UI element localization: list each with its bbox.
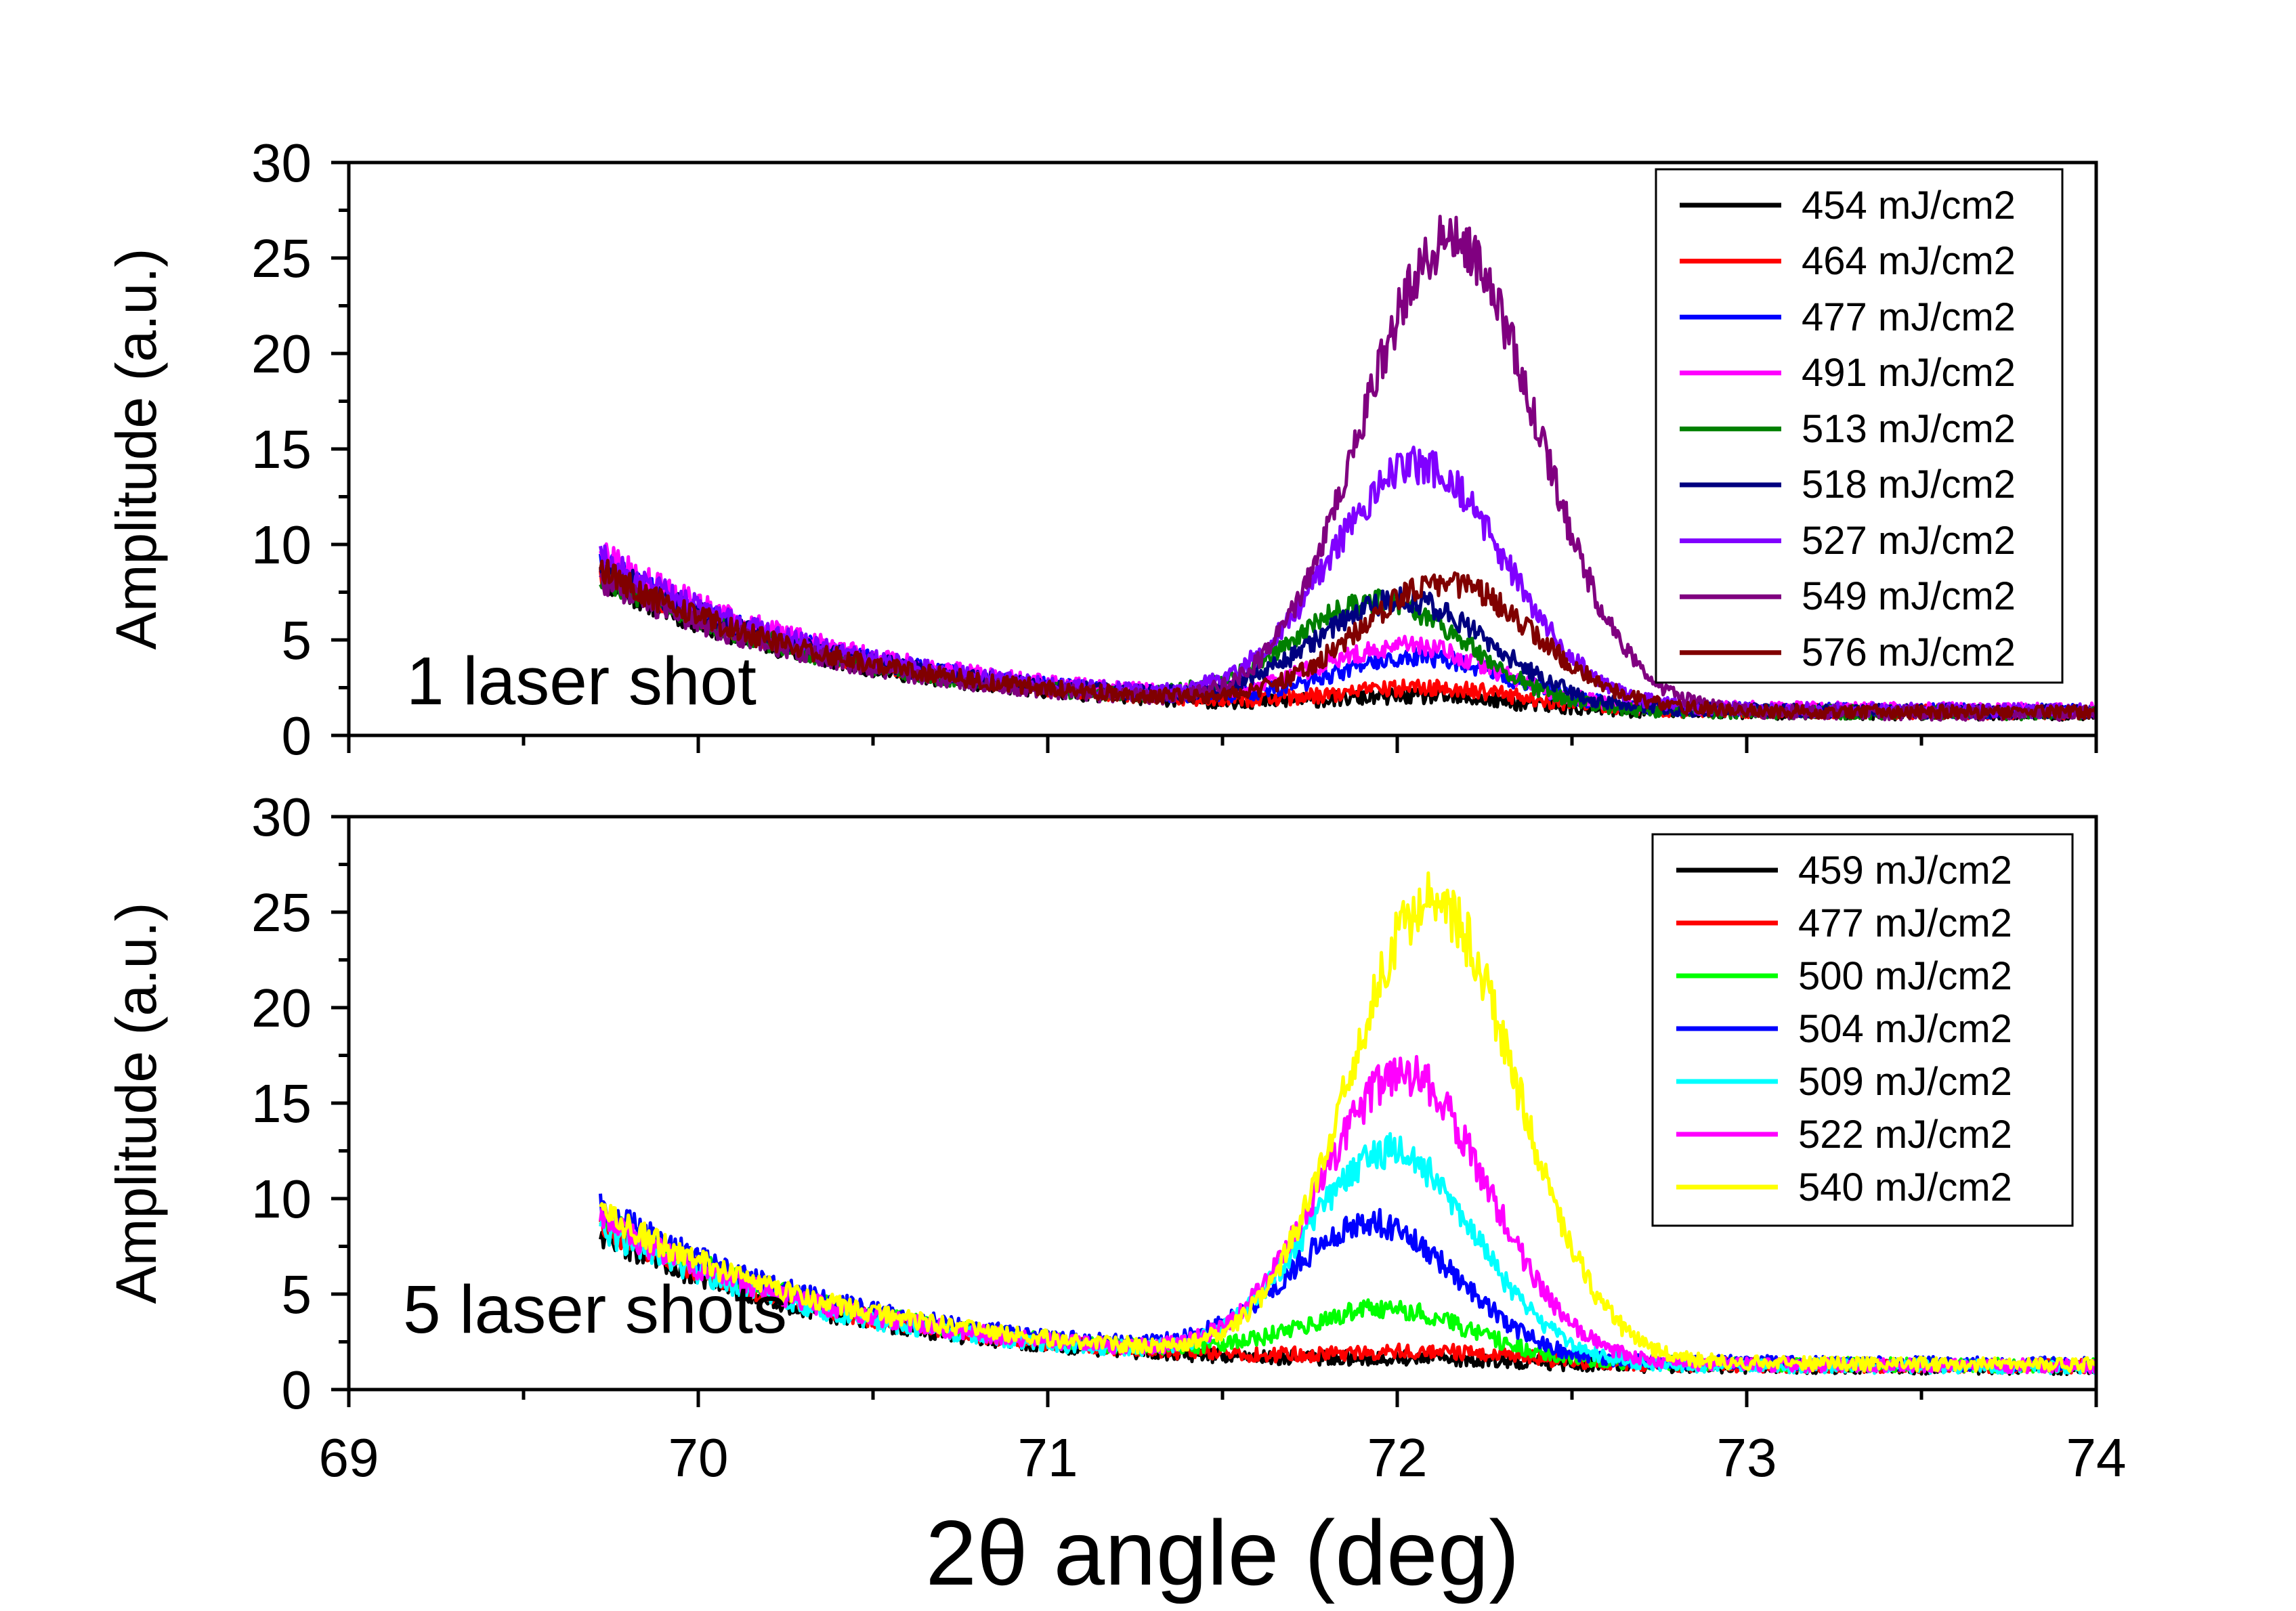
y-axis-title: Amplitude (a.u.) <box>104 249 168 650</box>
panel-bottom: 0 5 10 15 20 25 30 69 70 71 72 73 74 Amp… <box>104 787 2126 1488</box>
legend-label: 491 mJ/cm2 <box>1802 351 2016 395</box>
plot-area-bottom <box>599 871 2096 1377</box>
y-tick-label: 10 <box>251 515 312 575</box>
x-tick-label: 69 <box>319 1427 379 1488</box>
legend-label: 504 mJ/cm2 <box>1798 1007 2012 1051</box>
y-tick-label: 10 <box>251 1169 312 1229</box>
x-axis-title: 2θ angle (deg) <box>925 1501 1519 1604</box>
ticks-bottom <box>331 815 2098 1407</box>
legend-label: 513 mJ/cm2 <box>1802 407 2016 451</box>
x-tick-label: 71 <box>1018 1427 1078 1488</box>
x-tick-label: 73 <box>1717 1427 1777 1488</box>
y-tick-label: 0 <box>282 1360 312 1420</box>
y-tick-label: 5 <box>282 610 312 670</box>
legend-label: 518 mJ/cm2 <box>1802 463 2016 507</box>
legend-label: 522 mJ/cm2 <box>1798 1113 2012 1157</box>
panel-label: 1 laser shot <box>406 643 757 719</box>
legend-label: 477 mJ/cm2 <box>1802 295 2016 339</box>
ticks-top <box>331 160 2098 753</box>
y-tick-label: 15 <box>251 1073 312 1134</box>
y-tick-label: 15 <box>251 419 312 479</box>
legend-label: 477 mJ/cm2 <box>1798 901 2012 945</box>
legend-label: 540 mJ/cm2 <box>1798 1165 2012 1209</box>
plot-area-top <box>599 215 2096 723</box>
legend-label: 459 mJ/cm2 <box>1798 849 2012 893</box>
y-axis-title: Amplitude (a.u.) <box>104 903 168 1304</box>
legend-bottom: 459 mJ/cm2 477 mJ/cm2 500 mJ/cm2 504 mJ/… <box>1651 833 2074 1227</box>
series-line <box>599 1132 2096 1375</box>
series-line <box>599 871 2096 1373</box>
legend-label: 576 mJ/cm2 <box>1802 630 2016 674</box>
x-tick-label: 74 <box>2066 1427 2127 1488</box>
x-tick-label: 72 <box>1367 1427 1428 1488</box>
x-tick-label: 70 <box>668 1427 729 1488</box>
legend-label: 509 mJ/cm2 <box>1798 1060 2012 1104</box>
legend-label: 500 mJ/cm2 <box>1798 954 2012 998</box>
legend-label: 527 mJ/cm2 <box>1802 519 2016 563</box>
legend-label: 454 mJ/cm2 <box>1802 184 2016 228</box>
y-tick-label: 20 <box>251 324 312 384</box>
y-tick-label: 5 <box>282 1264 312 1325</box>
y-tick-label: 30 <box>251 787 312 847</box>
y-tick-label: 20 <box>251 978 312 1038</box>
series-line <box>599 559 2096 721</box>
panel-label: 5 laser shots <box>403 1272 787 1348</box>
y-tick-label: 0 <box>282 706 312 766</box>
y-tick-label: 30 <box>251 133 312 193</box>
y-tick-label: 25 <box>251 882 312 943</box>
y-tick-label: 25 <box>251 228 312 288</box>
legend-label: 549 mJ/cm2 <box>1802 574 2016 618</box>
legend-top: 454 mJ/cm2 464 mJ/cm2 477 mJ/cm2 491 mJ/… <box>1655 168 2064 684</box>
legend-label: 464 mJ/cm2 <box>1802 239 2016 283</box>
panel-top: 0 5 10 15 20 25 30 Amplitude (a.u.) 1 la… <box>104 133 2098 766</box>
